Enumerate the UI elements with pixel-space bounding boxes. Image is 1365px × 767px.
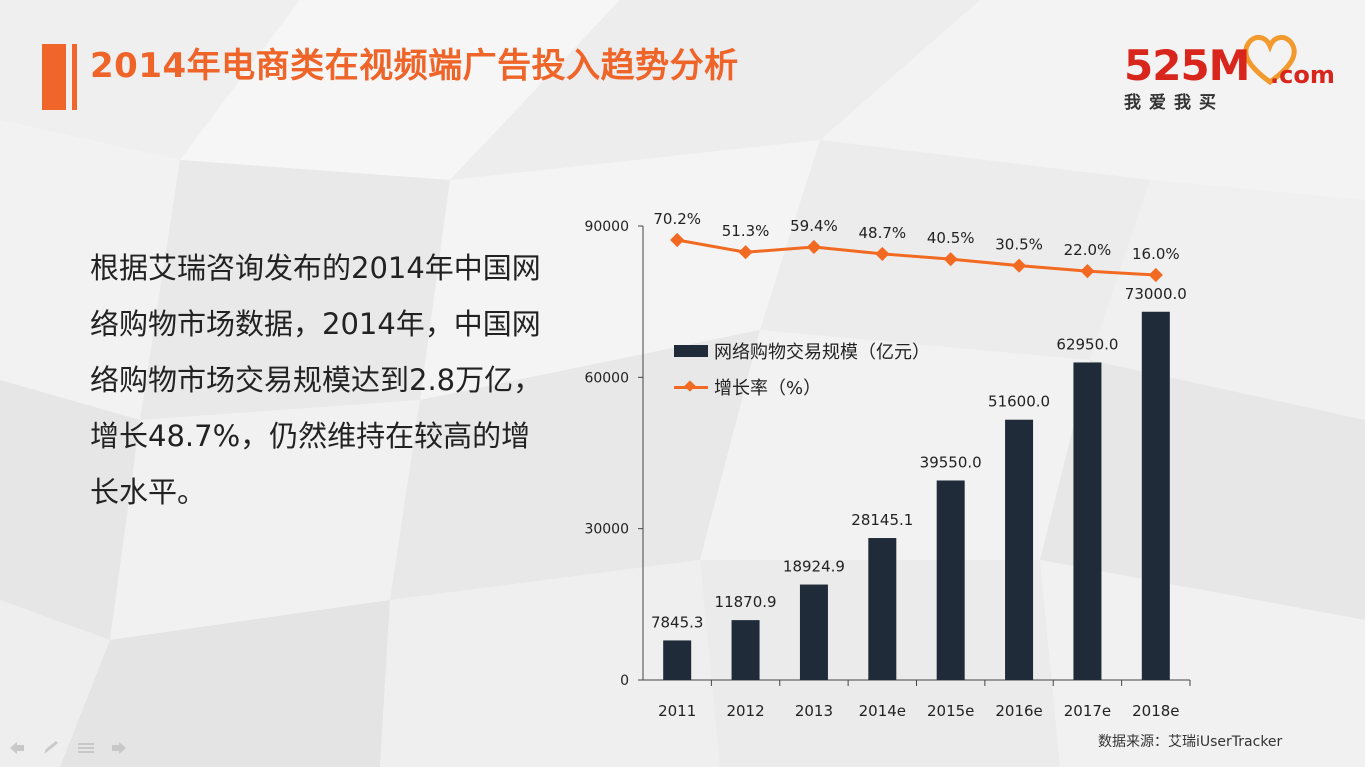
x-tick-label: 2017e: [1064, 702, 1111, 720]
x-tick-label: 2011: [658, 702, 696, 720]
data-source-note: 数据来源：艾瑞iUserTracker: [1098, 734, 1283, 750]
prev-arrow-icon[interactable]: [10, 742, 24, 754]
x-tick-label: 2012: [726, 702, 764, 720]
x-tick-label: 2016e: [995, 702, 1042, 720]
x-tick-label: 2013: [795, 702, 833, 720]
page-title: 2014年电商类在视频端广告投入趋势分析: [90, 46, 739, 86]
growth-rate-label: 48.7%: [858, 224, 906, 242]
bar-value-label: 39550.0: [920, 453, 982, 471]
y-tick-label: 0: [620, 673, 629, 689]
bar-value-label: 11870.9: [715, 593, 777, 611]
pen-icon[interactable]: [44, 741, 58, 754]
summary-paragraph: 根据艾瑞咨询发布的2014年中国网络购物市场数据，2014年，中国网络购物市场交…: [90, 251, 543, 509]
y-tick-label: 60000: [584, 370, 629, 386]
next-arrow-icon[interactable]: [112, 742, 126, 754]
title-accent-line: [72, 44, 77, 110]
growth-rate-point: [943, 252, 958, 267]
title-accent-bar: [42, 44, 66, 110]
legend-bar-label: 网络购物交易规模（亿元）: [714, 342, 930, 363]
bar-value-label: 18924.9: [783, 558, 845, 576]
logo-domain: .com: [1270, 61, 1335, 89]
growth-rate-label: 30.5%: [995, 236, 1043, 254]
bar-2016e: [1005, 419, 1034, 680]
growth-rate-label: 40.5%: [927, 229, 975, 247]
growth-rate-point: [875, 246, 890, 261]
growth-rate-point: [1148, 267, 1163, 283]
growth-rate-label: 70.2%: [653, 210, 701, 228]
growth-rate-point: [1011, 258, 1027, 273]
y-tick-label: 30000: [584, 522, 629, 538]
bar-value-label: 62950.0: [1056, 335, 1118, 353]
bar-value-label: 28145.1: [851, 511, 913, 529]
growth-rate-point: [670, 232, 685, 248]
growth-rate-label: 22.0%: [1064, 241, 1112, 259]
growth-rate-label: 59.4%: [790, 217, 838, 235]
legend-line-label: 增长率（%）: [714, 378, 822, 399]
heart-icon: [1243, 35, 1297, 86]
bar-2017e: [1073, 362, 1102, 680]
bar-2018e: [1141, 311, 1170, 680]
x-tick-label: 2014e: [859, 702, 906, 720]
logo-slogan: 我爱我买: [1124, 93, 1224, 113]
growth-rate-label: 16.0%: [1132, 245, 1180, 263]
bar-2012: [731, 620, 760, 680]
growth-rate-line: [676, 238, 1156, 277]
bar-2011: [663, 640, 692, 680]
legend-line-swatch: [674, 381, 708, 393]
legend-item-line: 增长率（%）: [674, 369, 930, 405]
bar-value-label: 51600.0: [988, 393, 1050, 411]
bar-value-label: 73000.0: [1125, 285, 1187, 303]
bar-2013: [799, 584, 828, 680]
menu-icon[interactable]: [78, 743, 94, 753]
bar-2014e: [868, 538, 897, 680]
legend-bar-swatch: [674, 345, 708, 357]
legend-item-bar: 网络购物交易规模（亿元）: [674, 333, 930, 369]
growth-rate-point: [1080, 264, 1095, 279]
x-tick-label: 2018e: [1132, 702, 1179, 720]
bar-value-label: 7845.3: [651, 613, 704, 631]
y-tick-label: 90000: [584, 219, 629, 235]
growth-rate-point: [738, 245, 753, 260]
chart-legend: 网络购物交易规模（亿元） 增长率（%）: [674, 333, 930, 405]
slide-nav-controls: [10, 741, 126, 754]
x-tick-label: 2015e: [927, 702, 974, 720]
brand-logo[interactable]: 525M .com 我爱我买: [1120, 35, 1340, 113]
bar-2015e: [936, 480, 965, 680]
growth-rate-label: 51.3%: [722, 222, 770, 240]
logo-wordmark: 525M: [1124, 41, 1250, 90]
growth-rate-point: [806, 239, 822, 255]
